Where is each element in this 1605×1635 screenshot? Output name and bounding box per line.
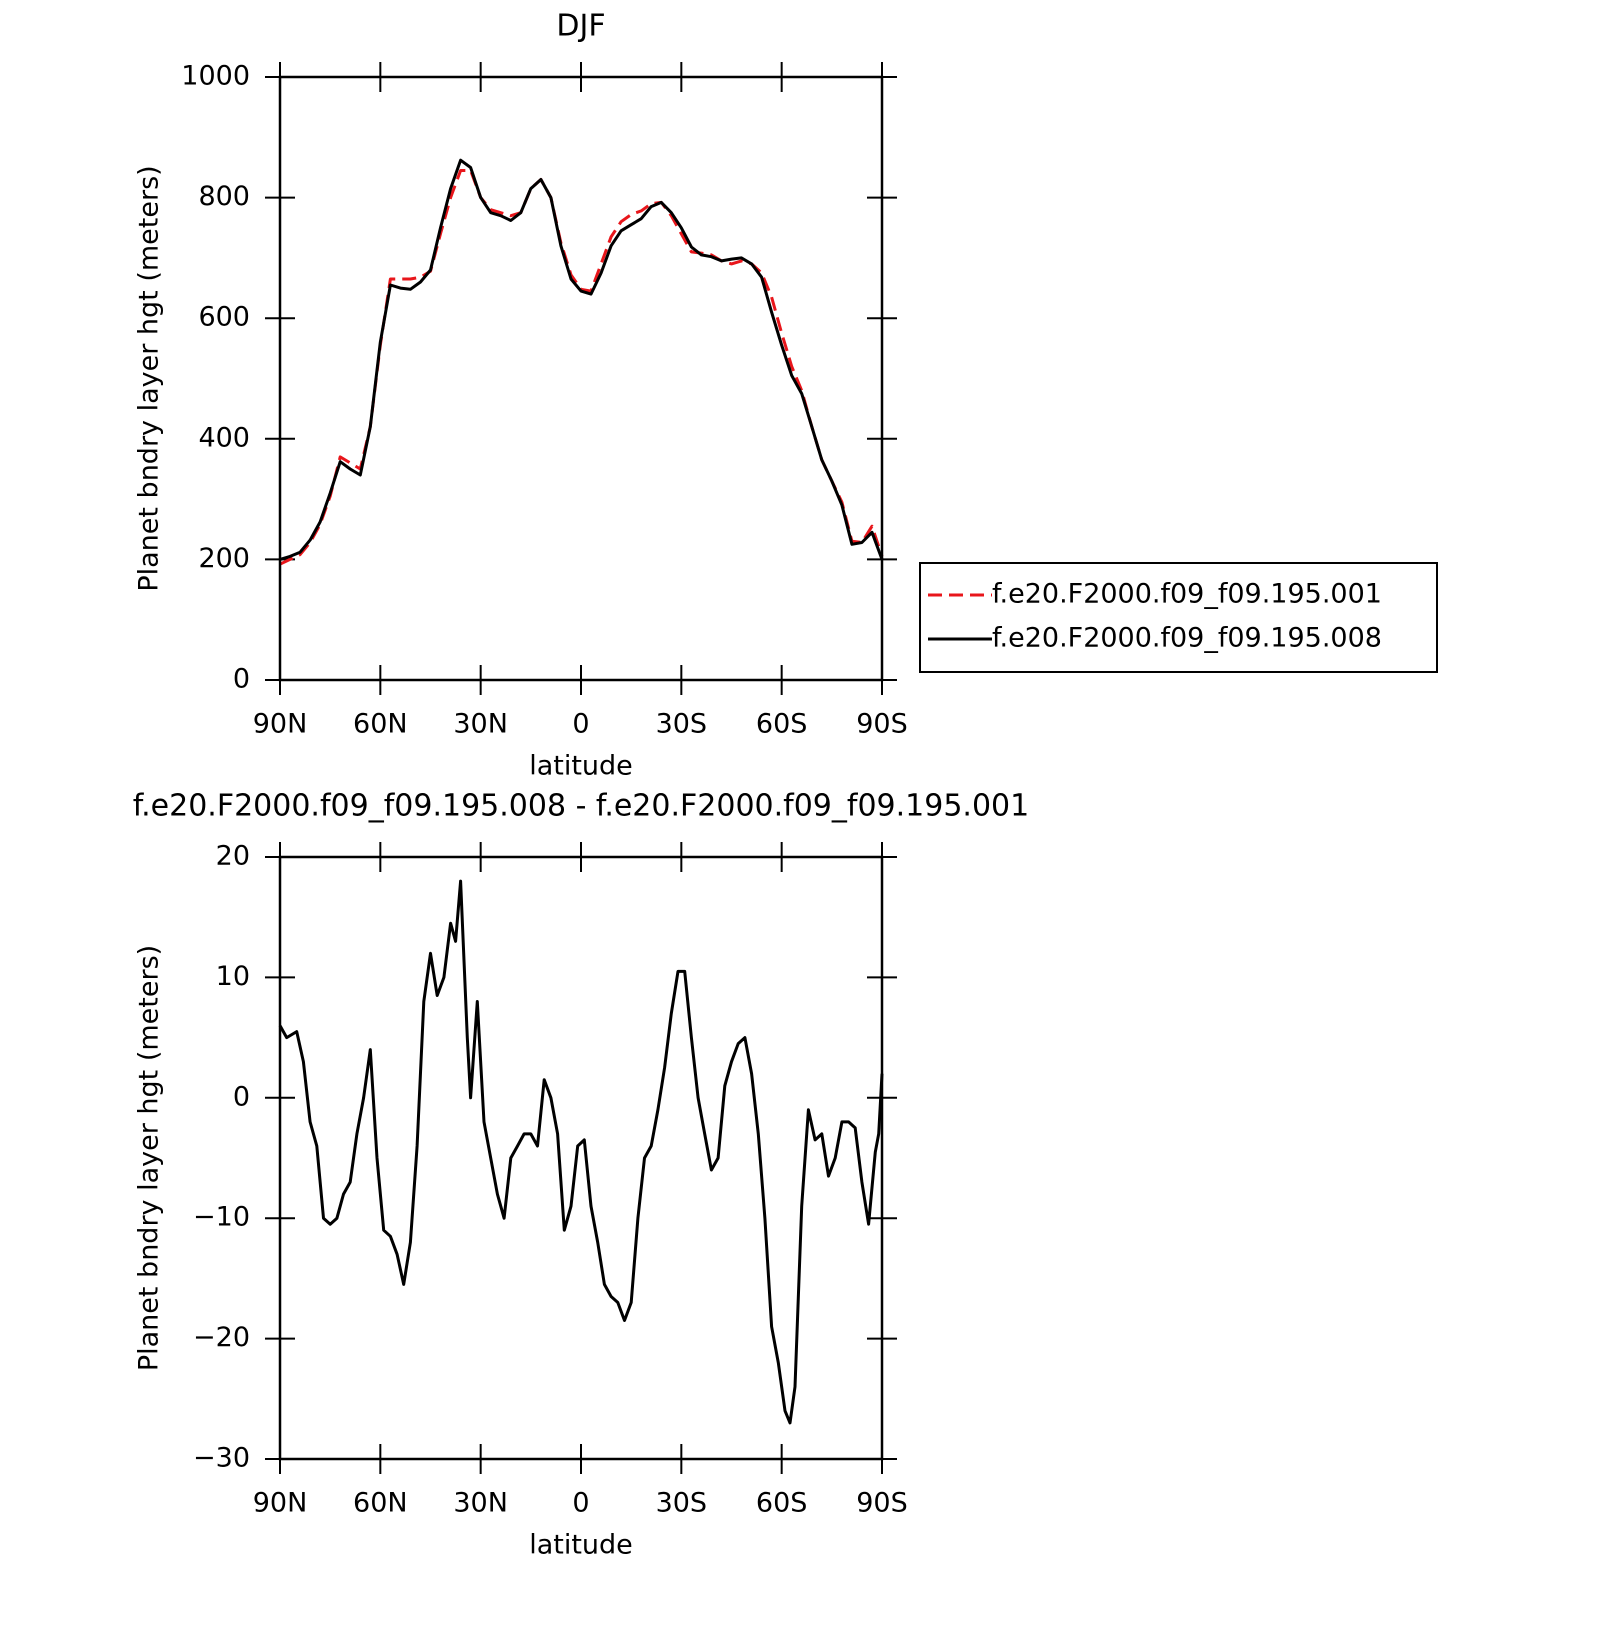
x-tick-label: 30S [656,1488,708,1519]
y-tick-label: −10 [193,1202,250,1233]
x-tick-label: 30S [656,709,708,740]
x-tick-label: 60N [353,1488,408,1519]
legend-label: f.e20.F2000.f09_f09.195.008 [992,623,1382,654]
x-tick-label: 0 [572,709,589,740]
y-tick-label: −30 [193,1443,250,1474]
y-tick-label: 800 [198,181,250,212]
data-line [279,158,884,561]
x-tick-label: 60S [756,709,808,740]
y-tick-label: 200 [198,543,250,574]
y-axis-label: Planet bndry layer hgt (meters) [134,165,165,591]
chart-title: f.e20.F2000.f09_f09.195.008 - f.e20.F200… [133,789,1029,824]
plot-frame [278,855,884,1461]
y-axis-label: Planet bndry layer hgt (meters) [134,945,165,1371]
legend-box [919,562,1438,673]
y-tick-label: 10 [216,961,250,992]
y-tick-label: 0 [233,664,250,695]
x-tick-label: 60N [353,709,408,740]
y-tick-label: 600 [198,302,250,333]
y-tick-label: −20 [193,1322,250,1353]
x-tick-label: 90N [253,1488,308,1519]
plot-frame [278,75,884,682]
y-tick-label: 20 [216,841,250,872]
legend-label: f.e20.F2000.f09_f09.195.001 [992,579,1382,610]
x-tick-label: 30N [453,709,508,740]
y-tick-label: 1000 [181,61,250,92]
y-tick-label: 0 [233,1081,250,1112]
data-line [278,879,884,1425]
x-tick-label: 90N [253,709,308,740]
x-tick-label: 90S [856,1488,908,1519]
x-tick-label: 90S [856,709,908,740]
data-line [279,169,884,566]
x-axis-label: latitude [529,1530,633,1561]
chart-title: DJF [556,9,605,44]
y-tick-label: 400 [198,422,250,453]
x-axis-label: latitude [529,751,633,782]
x-tick-label: 30N [453,1488,508,1519]
x-tick-label: 60S [756,1488,808,1519]
x-tick-label: 0 [572,1488,589,1519]
